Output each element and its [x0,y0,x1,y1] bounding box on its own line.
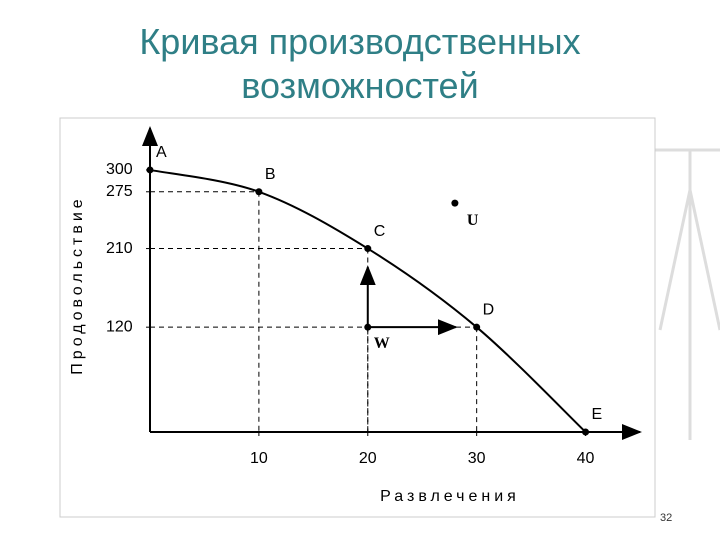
x-tick-label: 30 [468,450,486,467]
x-tick-label: 10 [250,450,268,467]
x-tick-label: 20 [359,450,377,467]
point [473,323,481,331]
extra-point [364,323,372,331]
extra-point-label: W [374,335,390,352]
point-label: B [265,166,276,183]
page-number: 32 [660,512,673,524]
x-axis-label: Развлечения [380,488,520,505]
point [364,245,372,253]
point-label: A [156,144,167,161]
extra-point-label: U [467,212,479,229]
point [255,188,263,196]
y-tick-label: 210 [106,240,133,257]
y-tick-label: 275 [106,183,133,200]
decoration [655,148,720,440]
point [582,428,590,436]
point-label: D [483,301,495,318]
y-axis-label: Продовольствие [69,195,86,374]
extra-point [451,199,459,207]
slide-title: Кривая производственных возможностей [139,21,581,106]
y-tick-label: 300 [106,161,133,178]
x-tick-label: 40 [577,450,595,467]
plot-background [59,117,656,518]
point-label: C [374,223,386,240]
point [146,166,154,174]
y-tick-label: 120 [106,318,133,335]
point-label: E [592,406,603,423]
